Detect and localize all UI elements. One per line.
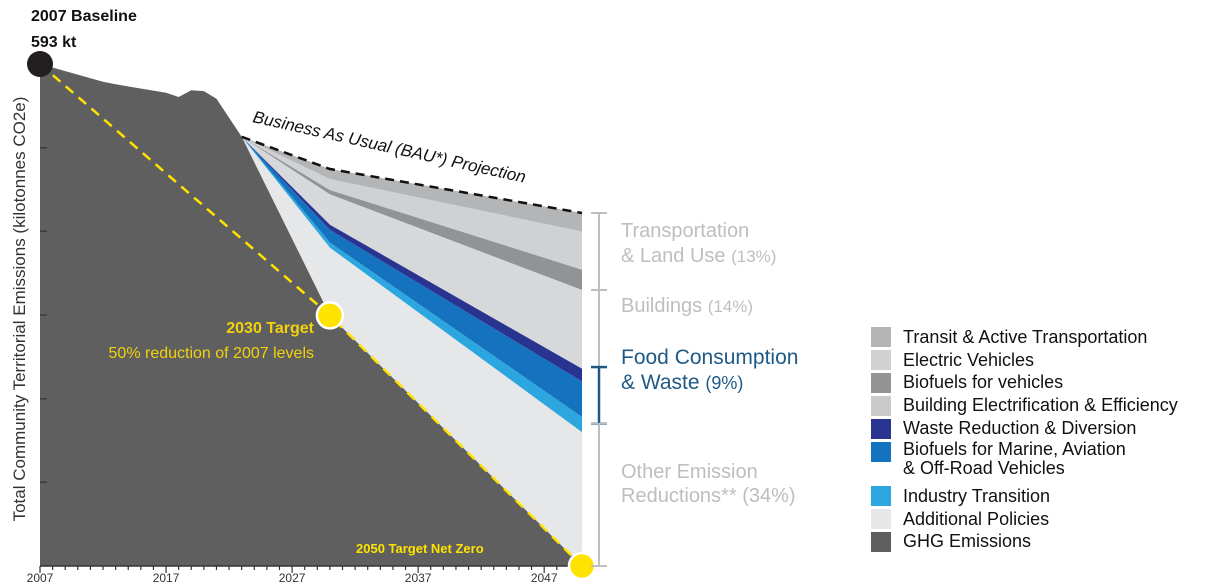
sector-name-line2: & Waste (9%): [621, 371, 743, 394]
baseline-value: 593 kt: [31, 34, 77, 51]
legend-item-building-electrification: Building Electrification & Efficiency: [871, 394, 1223, 417]
svg-text:Transportation & Land Us: Transportation & Land Use (13%): [621, 220, 776, 267]
bau-projection-line: [241, 135, 583, 215]
legend-swatch: [871, 531, 891, 552]
wedge-transit-active-transportation: [241, 136, 582, 232]
wedge-biofuels-for-marine-aviation: [241, 136, 582, 418]
legend-label: Transit & Active Transportation: [903, 326, 1148, 347]
svg-text:Buildings (14%): Buildings (14%): [621, 295, 753, 317]
sector-label-other: Other Emission Reductions** (34%): [621, 461, 796, 507]
bracket-transportation: [591, 211, 607, 292]
y-axis-label: Total Community Territorial Emissions (k…: [10, 97, 29, 522]
sector-pct: (9%): [705, 373, 743, 393]
legend-label: Electric Vehicles: [903, 349, 1035, 370]
legend-item-biofuels-marine: Biofuels for Marine, Aviation & Off-Road…: [871, 438, 1223, 485]
bracket-layer: [591, 211, 607, 567]
ghg-emissions-area: [40, 64, 582, 566]
wedge-industry-transition: [241, 136, 582, 433]
bracket-food-consumption: [591, 365, 607, 426]
sector-label-buildings: Buildings (14%): [621, 295, 753, 317]
legend-swatch: [871, 441, 891, 462]
wedge-waste-reduction-diversion: [241, 136, 582, 382]
legend-swatch: [871, 509, 891, 530]
legend-swatch: [871, 418, 891, 439]
sector-name-line1: Other Emission: [621, 461, 758, 483]
wedge-additional-policies: [241, 136, 582, 567]
target-2030-subtitle: 50% reduction of 2007 levels: [109, 345, 314, 362]
baseline-title: 2007 Baseline: [31, 8, 137, 25]
legend-item-waste-reduction: Waste Reduction & Diversion: [871, 417, 1223, 440]
legend-swatch: [871, 395, 891, 416]
legend-swatch: [871, 327, 891, 348]
legend-item-additional-policies: Additional Policies: [871, 508, 1223, 531]
legend-label: Industry Transition: [903, 485, 1051, 506]
bau-layer: [241, 135, 583, 215]
target-2050-title: 2050 Target Net Zero: [356, 541, 484, 556]
legend-label: Biofuels for Marine, Aviation & Off-Road…: [903, 438, 1126, 478]
sector-label-transportation: Transportation & Land Use (13%): [621, 220, 776, 267]
x-tick-label: 2027: [279, 571, 306, 585]
target-layer: [27, 51, 597, 581]
axis-layer: 2007 2017 2027 2037 2047: [27, 147, 583, 585]
legend-label: Biofuels for vehicles: [903, 372, 1064, 393]
legend-label: Building Electrification & Efficiency: [903, 395, 1178, 416]
sector-name-line2: & Land Use (13%): [621, 245, 776, 267]
legend: Transit & Active Transportation Electric…: [871, 326, 1223, 553]
legend-label: Additional Policies: [903, 508, 1050, 529]
x-tick-label: 2047: [531, 571, 558, 585]
bracket-buildings: [591, 289, 607, 369]
legend-item-ghg-emissions: GHG Emissions: [871, 531, 1223, 554]
legend-item-industry-transition: Industry Transition: [871, 485, 1223, 508]
sector-label-food: Food Consumption & Waste (9%): [621, 346, 804, 394]
legend-item-biofuels-vehicles: Biofuels for vehicles: [871, 372, 1223, 395]
x-tick-label: 2007: [27, 571, 54, 585]
sector-pct: (34%): [742, 485, 795, 507]
sector-name-line1: Transportation: [621, 220, 749, 242]
legend-item-transit: Transit & Active Transportation: [871, 326, 1223, 349]
legend-swatch: [871, 372, 891, 393]
target-marker-2030: [315, 301, 345, 330]
wedge-building-electrification-efficiency: [241, 136, 582, 369]
svg-text:Other Emission Reduction: Other Emission Reductions** (34%): [621, 461, 796, 507]
sector-pct: (14%): [708, 297, 753, 316]
sector-name-line2: Reductions** (34%): [621, 485, 796, 507]
legend-swatch: [871, 350, 891, 371]
wedge-electric-vehicles: [241, 136, 582, 270]
x-tick-label: 2017: [153, 571, 180, 585]
legend-label: GHG Emissions: [903, 531, 1032, 552]
wedge-biofuels-for-vehicles: [241, 136, 582, 290]
svg-text:Food Consumption & Waste: Food Consumption & Waste (9%): [621, 346, 804, 394]
legend-label: Waste Reduction & Diversion: [903, 418, 1137, 439]
target-2030-title: 2030 Target: [226, 320, 314, 337]
legend-item-electric-vehicles: Electric Vehicles: [871, 349, 1223, 372]
sector-name-line1: Food Consumption: [621, 346, 798, 369]
bracket-other-emission: [591, 422, 607, 567]
area-layer: [40, 64, 582, 567]
baseline-marker: [27, 51, 53, 77]
legend-swatch: [871, 486, 891, 507]
x-tick-label: 2037: [405, 571, 432, 585]
sector-pct: (13%): [731, 247, 776, 266]
